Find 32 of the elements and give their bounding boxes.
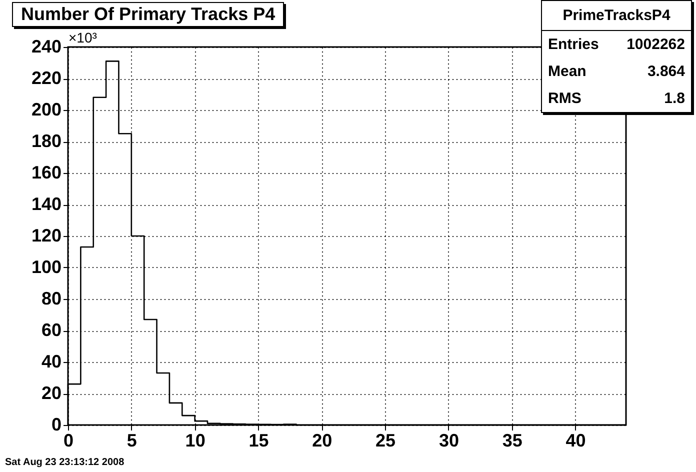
y-tick-label: 20 <box>41 383 62 403</box>
text: 1.8 <box>664 90 685 107</box>
y-tick-label: 0 <box>51 414 62 434</box>
x-tick-label: 25 <box>376 430 396 450</box>
text: Sat Aug 23 23:13:12 2008 <box>5 457 124 468</box>
x-tick-label: 0 <box>63 430 74 450</box>
y-tick-label: 240 <box>31 36 62 56</box>
chart-title: Number Of Primary Tracks P4 <box>12 2 284 27</box>
x-tick-label: 15 <box>248 430 269 450</box>
x-tick-label: 35 <box>502 430 522 450</box>
annotation: Mean <box>548 63 586 80</box>
x-tick-label: 5 <box>126 430 137 450</box>
text: 3.864 <box>647 63 685 80</box>
x-tick-label: 40 <box>566 430 586 450</box>
y-tick-label: 40 <box>41 352 62 372</box>
y-tick-label: 140 <box>31 194 62 214</box>
y-axis-title: ×10³ <box>68 30 98 46</box>
text: 1002262 <box>626 36 685 53</box>
x-tick-label: 10 <box>185 430 206 450</box>
annotation: Entries <box>548 36 599 53</box>
y-tick-label: 80 <box>41 288 62 308</box>
text: PrimeTracksP4 <box>542 1 691 31</box>
y-tick-label: 60 <box>41 320 62 340</box>
y-tick-label: 160 <box>31 162 62 182</box>
y-tick-label: 120 <box>31 226 62 246</box>
y-tick-label: 180 <box>31 131 62 151</box>
y-tick-label: 100 <box>31 257 62 277</box>
x-tick-label: 20 <box>312 430 332 450</box>
y-tick-label: 220 <box>31 68 62 88</box>
annotation: RMS <box>548 90 582 107</box>
x-tick-label: 30 <box>438 430 459 450</box>
y-tick-label: 200 <box>31 100 62 120</box>
